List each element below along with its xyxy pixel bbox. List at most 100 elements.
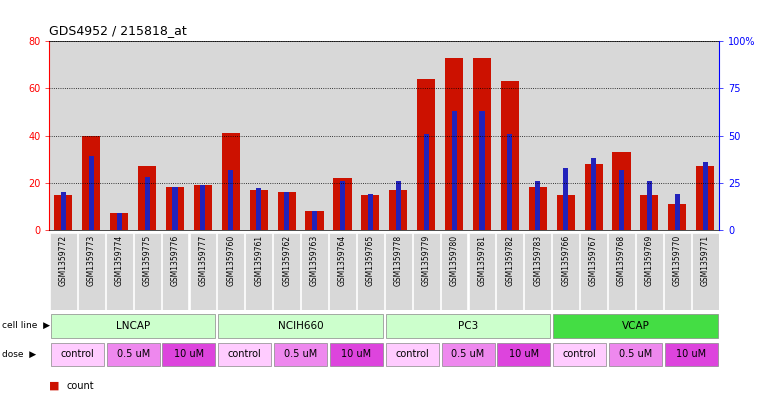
Text: GSM1359773: GSM1359773 [87, 235, 96, 286]
Bar [479, 111, 485, 230]
Bar [245, 41, 272, 230]
Bar [389, 190, 407, 230]
Bar [445, 58, 463, 230]
Text: PC3: PC3 [458, 321, 478, 331]
Bar [133, 41, 161, 230]
Bar [106, 233, 132, 310]
Bar [647, 181, 652, 230]
Bar [441, 343, 495, 366]
Bar [553, 314, 718, 338]
Bar [580, 41, 607, 230]
Text: GSM1359769: GSM1359769 [645, 235, 654, 286]
Text: control: control [60, 349, 94, 360]
Bar [692, 233, 718, 310]
Text: NCIH660: NCIH660 [278, 321, 323, 331]
Bar [473, 58, 491, 230]
Bar [412, 233, 440, 310]
Bar [553, 343, 606, 366]
Text: GSM1359761: GSM1359761 [254, 235, 263, 286]
Bar [635, 41, 664, 230]
Bar [361, 195, 380, 230]
Bar [496, 233, 524, 310]
Bar [162, 343, 215, 366]
Bar [51, 314, 215, 338]
Text: VCAP: VCAP [622, 321, 649, 331]
Bar [563, 168, 568, 230]
Bar [664, 41, 691, 230]
Text: GSM1359762: GSM1359762 [282, 235, 291, 286]
Bar [340, 181, 345, 230]
Bar [82, 136, 100, 230]
Text: ■: ■ [49, 380, 60, 391]
Text: GSM1359768: GSM1359768 [617, 235, 626, 286]
Bar [608, 233, 635, 310]
Bar [552, 41, 580, 230]
Bar [189, 41, 217, 230]
Bar [78, 41, 105, 230]
Text: GSM1359780: GSM1359780 [450, 235, 459, 286]
Bar [640, 195, 658, 230]
Bar [664, 233, 691, 310]
Text: GSM1359775: GSM1359775 [142, 235, 151, 286]
Bar [496, 41, 524, 230]
Text: GSM1359765: GSM1359765 [366, 235, 375, 286]
Bar [189, 233, 216, 310]
Bar [696, 166, 715, 230]
Bar [194, 185, 212, 230]
Text: GSM1359772: GSM1359772 [59, 235, 68, 286]
Bar [173, 187, 177, 230]
Bar [441, 233, 467, 310]
Text: dose  ▶: dose ▶ [2, 350, 36, 359]
Bar [50, 233, 77, 310]
Bar [552, 233, 579, 310]
Bar [218, 233, 244, 310]
Bar [524, 41, 552, 230]
Bar [250, 190, 268, 230]
Text: GSM1359766: GSM1359766 [561, 235, 570, 286]
Bar [584, 164, 603, 230]
Bar [368, 194, 373, 230]
Bar [110, 213, 129, 230]
Text: 10 uM: 10 uM [342, 349, 371, 360]
Bar [501, 81, 519, 230]
Bar [221, 133, 240, 230]
Bar [385, 233, 412, 310]
Bar [469, 233, 495, 310]
Text: control: control [228, 349, 262, 360]
Bar [284, 192, 289, 230]
Bar [272, 41, 301, 230]
Bar [329, 233, 356, 310]
Bar [424, 134, 428, 230]
Bar [664, 343, 718, 366]
Text: GSM1359763: GSM1359763 [310, 235, 319, 286]
Text: count: count [66, 380, 94, 391]
Bar [61, 192, 66, 230]
Bar [508, 134, 512, 230]
Bar [384, 41, 412, 230]
Bar [330, 343, 383, 366]
Text: 10 uM: 10 uM [677, 349, 706, 360]
Bar [556, 195, 575, 230]
Bar [217, 41, 245, 230]
Bar [675, 194, 680, 230]
Bar [329, 41, 356, 230]
Text: LNCAP: LNCAP [116, 321, 151, 331]
Bar [166, 187, 184, 230]
Bar [535, 181, 540, 230]
Text: GSM1359781: GSM1359781 [477, 235, 486, 286]
Text: GSM1359776: GSM1359776 [170, 235, 180, 286]
Text: 0.5 uM: 0.5 uM [116, 349, 150, 360]
Bar [49, 41, 78, 230]
Bar [78, 233, 105, 310]
Bar [356, 41, 384, 230]
Bar [256, 188, 261, 230]
Text: control: control [562, 349, 597, 360]
Bar [609, 343, 662, 366]
Text: GSM1359764: GSM1359764 [338, 235, 347, 286]
Bar [529, 187, 547, 230]
Bar [412, 41, 440, 230]
Bar [386, 314, 550, 338]
Bar [145, 177, 150, 230]
Bar [89, 156, 94, 230]
Bar [301, 41, 329, 230]
